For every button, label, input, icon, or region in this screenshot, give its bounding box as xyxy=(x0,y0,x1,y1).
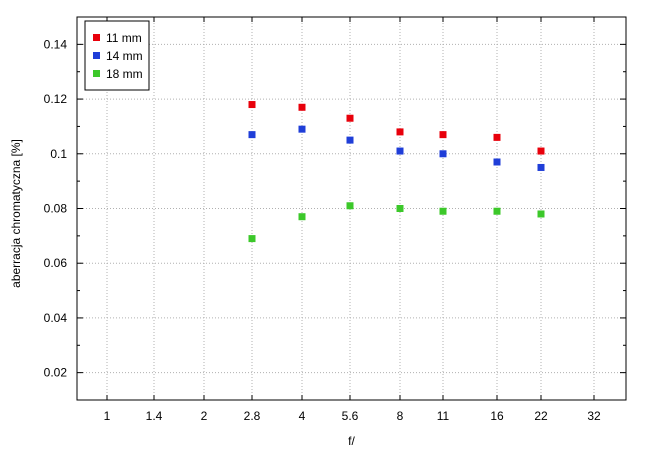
x-tick-label: 1 xyxy=(104,409,111,423)
data-point xyxy=(493,207,501,215)
data-point xyxy=(248,131,256,139)
data-point xyxy=(298,213,306,221)
axis-ticks xyxy=(77,17,626,400)
x-tick-label: 32 xyxy=(587,409,601,423)
y-tick-label: 0.1 xyxy=(50,147,67,161)
x-tick-label: 22 xyxy=(534,409,548,423)
x-tick-label: 16 xyxy=(490,409,504,423)
y-tick-label: 0.12 xyxy=(44,92,68,106)
legend-label: 11 mm xyxy=(106,31,142,45)
data-point xyxy=(248,235,256,243)
data-point xyxy=(537,163,545,171)
legend: 11 mm 14 mm 18 mm xyxy=(84,20,150,91)
legend-marker xyxy=(93,70,100,77)
legend-label: 18 mm xyxy=(106,67,143,81)
data-points xyxy=(248,101,545,243)
x-tick-label: 5.6 xyxy=(342,409,359,423)
y-axis-title: aberracja chromatyczna [%] xyxy=(9,139,23,288)
y-tick-label: 0.14 xyxy=(44,37,68,51)
data-point xyxy=(493,158,501,166)
data-point xyxy=(346,114,354,122)
data-point xyxy=(537,210,545,218)
data-point xyxy=(346,202,354,210)
data-point xyxy=(439,131,447,139)
data-point xyxy=(346,136,354,144)
x-tick-label: 2.8 xyxy=(244,409,261,423)
data-point xyxy=(396,205,404,212)
data-point xyxy=(396,147,404,155)
y-tick-label: 0.02 xyxy=(44,366,68,380)
legend-marker xyxy=(93,34,100,41)
data-point xyxy=(493,133,501,141)
data-point xyxy=(248,101,256,109)
y-tick-label: 0.04 xyxy=(44,311,68,325)
x-tick-label: 2 xyxy=(201,409,208,423)
x-axis-title: f/ xyxy=(348,434,355,448)
x-tick-label: 11 xyxy=(437,409,450,423)
x-tick-labels: 1 1.4 2 2.8 4 5.6 8 11 16 22 32 xyxy=(104,409,601,423)
legend-label: 14 mm xyxy=(106,49,143,63)
y-tick-label: 0.06 xyxy=(44,256,68,270)
y-tick-label: 0.08 xyxy=(44,202,68,216)
legend-marker xyxy=(93,52,100,59)
data-point xyxy=(439,150,447,158)
x-tick-label: 8 xyxy=(397,409,404,423)
data-point xyxy=(298,103,306,111)
data-point xyxy=(537,147,545,155)
y-tick-labels: 0.02 0.04 0.06 0.08 0.1 0.12 0.14 xyxy=(44,37,68,379)
data-point xyxy=(396,128,404,136)
x-tick-label: 4 xyxy=(299,409,306,423)
x-tick-label: 1.4 xyxy=(146,409,163,423)
data-point xyxy=(439,207,447,215)
data-point xyxy=(298,125,306,133)
